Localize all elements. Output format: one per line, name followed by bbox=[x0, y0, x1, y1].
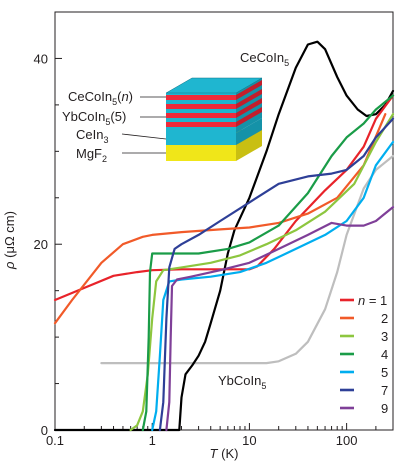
legend: n = 1 2 3 4 5 7 9 bbox=[340, 293, 388, 416]
inset-label-cecoin5-n: CeCoIn5(n) bbox=[68, 89, 133, 107]
series-line-cecoin5 bbox=[53, 40, 395, 432]
y-tick-label: 0 bbox=[41, 423, 48, 438]
legend-label-n5: 5 bbox=[381, 365, 388, 380]
series-line-ybcoin5 bbox=[100, 154, 395, 365]
legend-label-n1: n = 1 bbox=[358, 293, 387, 308]
inset-label-mgf2: MgF2 bbox=[76, 146, 107, 164]
legend-label-n3: 3 bbox=[381, 329, 388, 344]
series-group bbox=[53, 40, 395, 432]
y-tick-label: 20 bbox=[34, 237, 48, 252]
legend-label-n7: 7 bbox=[381, 383, 388, 398]
ybcoin5-curve-label: YbCoIn5 bbox=[218, 373, 266, 391]
y-axis: 0 20 40 bbox=[34, 11, 62, 438]
inset-label-ybcoin5-5: YbCoIn5(5) bbox=[62, 109, 126, 127]
series-line-n3 bbox=[129, 113, 395, 432]
inset-stack-diagram: CeCoIn5(n) YbCoIn5(5) CeIn3 MgF2 bbox=[62, 77, 263, 164]
x-tick-label: 100 bbox=[336, 433, 358, 448]
y-tick-label: 40 bbox=[34, 51, 48, 66]
inset-label-cein3: CeIn3 bbox=[76, 127, 108, 145]
legend-label-n2: 2 bbox=[381, 311, 388, 326]
x-axis-title: T (K) bbox=[210, 446, 239, 461]
series-line-n2 bbox=[53, 113, 387, 325]
series-line-n4 bbox=[141, 94, 395, 432]
x-tick-label: 10 bbox=[242, 433, 256, 448]
x-axis: 0.1 1 10 100 bbox=[46, 423, 394, 448]
y-axis-title: ρ (μΩ cm) bbox=[2, 211, 17, 270]
cecoin5-curve-label: CeCoIn5 bbox=[240, 50, 289, 68]
x-tick-label: 0.1 bbox=[46, 433, 64, 448]
legend-label-n4: 4 bbox=[381, 347, 388, 362]
series-line-n7 bbox=[158, 117, 395, 432]
series-line-n9 bbox=[165, 206, 395, 432]
legend-label-n9: 9 bbox=[381, 401, 388, 416]
series-line-n5 bbox=[151, 140, 395, 432]
x-tick-label: 1 bbox=[149, 433, 156, 448]
plot-frame bbox=[54, 11, 394, 431]
